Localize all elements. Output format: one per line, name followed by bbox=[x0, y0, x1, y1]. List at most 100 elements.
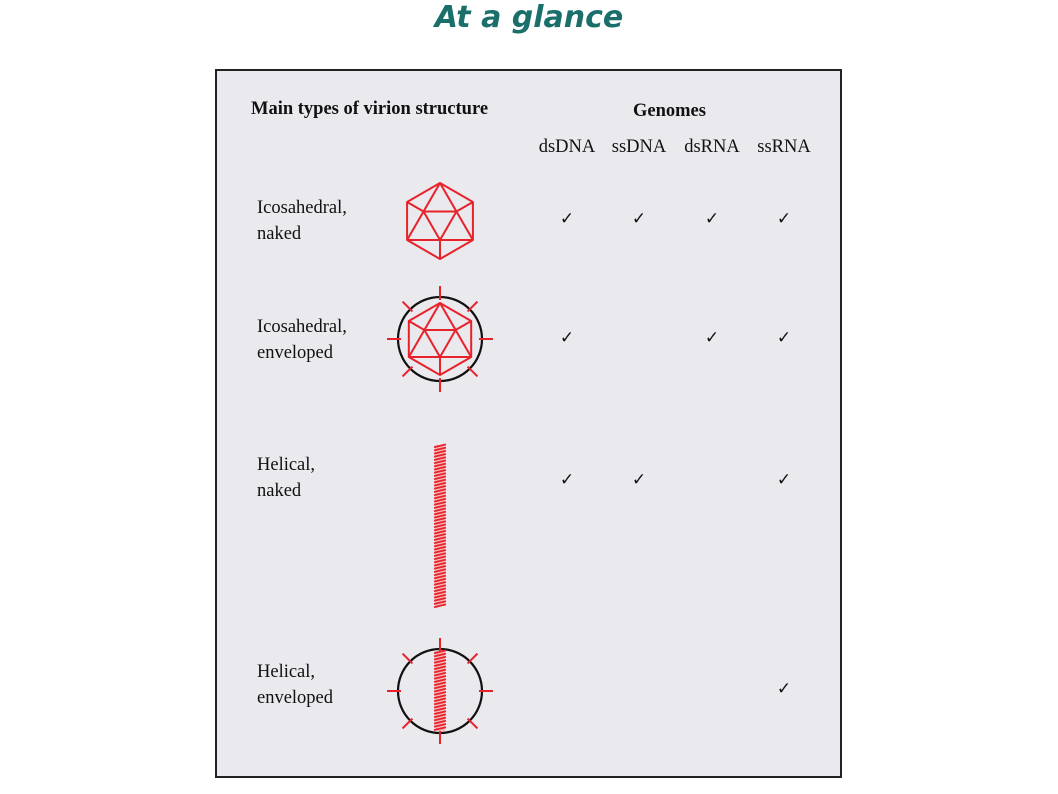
helix-turn bbox=[433, 694, 447, 699]
row-label-line2: enveloped bbox=[257, 343, 334, 363]
helix-turn bbox=[433, 659, 447, 664]
capsid-edge bbox=[406, 210, 425, 241]
helix-turn bbox=[433, 497, 447, 503]
row-label-line2: naked bbox=[257, 481, 302, 501]
helix-turn bbox=[433, 716, 447, 722]
helix-turn bbox=[433, 726, 447, 731]
capsid-edge bbox=[455, 320, 472, 331]
helix-turn bbox=[433, 713, 447, 719]
capsid-edge bbox=[408, 320, 425, 331]
envelope-spike bbox=[466, 652, 479, 665]
helix-turn bbox=[433, 652, 447, 658]
row-label-line1: Icosahedral, bbox=[257, 317, 347, 337]
helix-turn bbox=[433, 453, 447, 458]
envelope-spike bbox=[466, 300, 479, 313]
capsid-edge bbox=[422, 182, 441, 213]
genome-col-ssdna: ssDNA bbox=[611, 137, 667, 157]
helix-turn bbox=[433, 475, 447, 481]
row-label-icosahedral-naked: Icosahedral, naked bbox=[257, 195, 347, 247]
helix-turn bbox=[433, 491, 447, 497]
check-mark: ✓ bbox=[776, 679, 792, 699]
capsid-edge bbox=[423, 302, 441, 331]
capsid-edge bbox=[455, 210, 474, 241]
envelope-spike bbox=[466, 717, 479, 730]
capsid-inner-face bbox=[423, 329, 457, 358]
helix-turn bbox=[433, 697, 447, 703]
icosahedral-naked-icon bbox=[406, 182, 474, 260]
helix-turn bbox=[433, 568, 447, 573]
helix-turn bbox=[433, 478, 447, 484]
helix-turn bbox=[433, 446, 447, 452]
structure-header: Main types of virion structure bbox=[251, 99, 489, 119]
helix-turn bbox=[433, 539, 447, 545]
helix-turn bbox=[433, 443, 447, 449]
helix-turn bbox=[433, 552, 447, 557]
icosahedral-capsid bbox=[407, 302, 473, 376]
helix-turn bbox=[433, 545, 447, 551]
genome-col-dsdna: dsDNA bbox=[538, 137, 596, 157]
helix-turn bbox=[433, 668, 447, 674]
helix-turn bbox=[433, 703, 447, 709]
virion-structure-panel: Main types of virion structure Genomes d… bbox=[215, 69, 842, 778]
helix-turn bbox=[433, 449, 447, 455]
helix-turn bbox=[433, 584, 447, 589]
helix-turn bbox=[433, 707, 447, 712]
check-mark: ✓ bbox=[776, 328, 792, 348]
helix-turn bbox=[433, 710, 447, 715]
helix-turn bbox=[433, 488, 447, 493]
row-label-line1: Helical, bbox=[257, 455, 316, 475]
capsid-edge bbox=[407, 329, 426, 358]
row-label-line2: naked bbox=[257, 224, 302, 244]
helix-turn bbox=[433, 510, 447, 516]
helix-turn bbox=[433, 536, 447, 541]
helix-turn bbox=[433, 723, 447, 728]
helix-turn bbox=[433, 590, 447, 596]
capsid-edge bbox=[454, 329, 473, 358]
helix-turn bbox=[433, 687, 447, 693]
envelope-spike bbox=[401, 300, 414, 313]
helix-turn bbox=[433, 581, 447, 586]
helix-turn bbox=[433, 593, 447, 599]
check-mark: ✓ bbox=[631, 209, 647, 229]
helix-turn bbox=[433, 561, 447, 567]
helix-turn bbox=[433, 517, 447, 522]
helical-nucleocapsid bbox=[433, 649, 447, 731]
genome-col-dsrna: dsRNA bbox=[684, 137, 740, 157]
helix-turn bbox=[433, 462, 447, 468]
row-label-line1: Helical, bbox=[257, 662, 316, 682]
helix-turn bbox=[433, 456, 447, 461]
helical-naked-icon bbox=[433, 443, 447, 609]
helix-turn bbox=[433, 542, 447, 548]
helix-turn bbox=[433, 574, 447, 580]
capsid-edge bbox=[439, 302, 457, 331]
helix-turn bbox=[433, 507, 447, 513]
helix-turn bbox=[433, 655, 447, 661]
envelope-spike bbox=[466, 365, 479, 378]
page-title: At a glance bbox=[434, 0, 624, 35]
helix-turn bbox=[433, 472, 447, 477]
helix-turn bbox=[433, 565, 447, 570]
helix-turn bbox=[433, 691, 447, 696]
row-label-icosahedral-enveloped: Icosahedral, enveloped bbox=[257, 314, 347, 366]
helix-turn bbox=[433, 558, 447, 564]
genomes-header: Genomes bbox=[633, 101, 706, 121]
helix-turn bbox=[433, 523, 447, 529]
helix-turn bbox=[433, 571, 447, 577]
check-mark: ✓ bbox=[559, 328, 575, 348]
helix-turn bbox=[433, 597, 447, 602]
genome-col-ssrna: ssRNA bbox=[757, 137, 811, 157]
check-mark: ✓ bbox=[559, 209, 575, 229]
helix-turn bbox=[433, 577, 447, 583]
helix-turn bbox=[433, 665, 447, 671]
helix-turn bbox=[433, 587, 447, 593]
helix-turn bbox=[433, 465, 447, 471]
helix-turn bbox=[433, 459, 447, 465]
helix-turn bbox=[433, 520, 447, 525]
helix-turn bbox=[433, 700, 447, 706]
helix-turn bbox=[433, 671, 447, 677]
check-mark: ✓ bbox=[631, 470, 647, 490]
envelope-spikes bbox=[387, 286, 493, 392]
helix-turn bbox=[433, 600, 447, 605]
helix-turn bbox=[433, 533, 447, 538]
helix-turn bbox=[433, 469, 447, 474]
